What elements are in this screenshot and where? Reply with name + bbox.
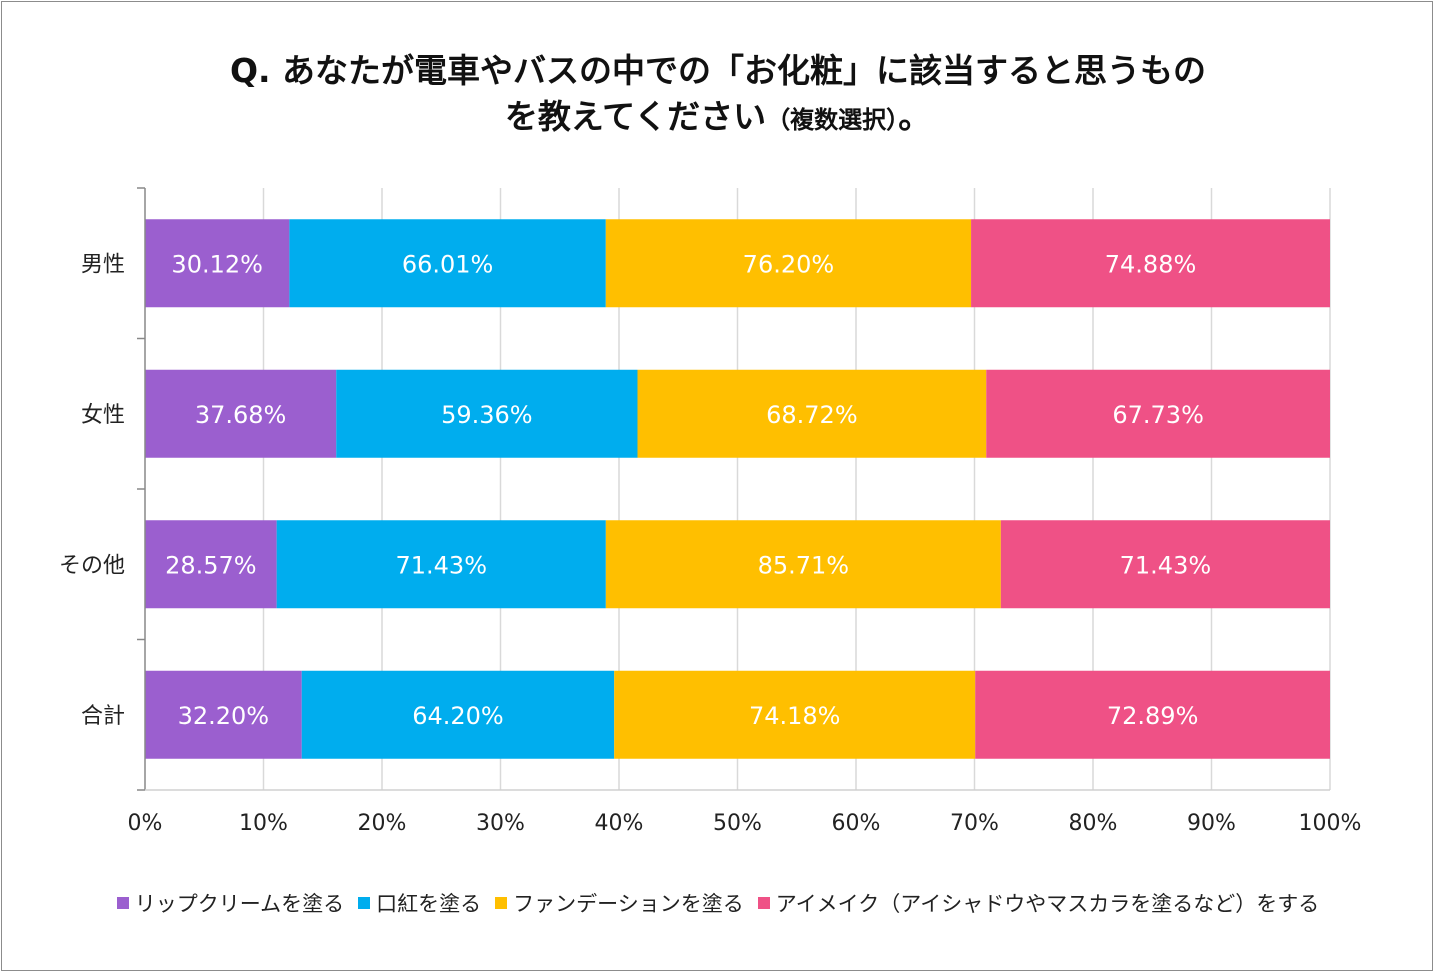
bar-segment bbox=[1000, 520, 1330, 609]
x-tick-label: 20% bbox=[358, 811, 407, 836]
legend-item: リップクリームを塗る bbox=[116, 888, 345, 918]
data-label: 64.20% bbox=[412, 702, 504, 730]
legend-item: 口紅を塗る bbox=[358, 888, 481, 918]
x-tick-label: 90% bbox=[1187, 811, 1236, 836]
data-label: 66.01% bbox=[402, 250, 494, 278]
legend-label: ファンデーションを塗る bbox=[513, 892, 744, 916]
bar-segment bbox=[145, 219, 290, 308]
data-label: 37.68% bbox=[195, 401, 287, 429]
legend-item: アイメイク（アイシャドウやマスカラを塗るなど）をする bbox=[757, 888, 1320, 918]
title-line-1: Q. あなたが電車やバスの中での「お化粧」に該当すると思うもの bbox=[229, 51, 1207, 90]
bar-segment bbox=[289, 219, 606, 308]
x-tick-label: 40% bbox=[595, 811, 644, 836]
data-label: 74.88% bbox=[1105, 250, 1197, 278]
title-line-2-note: （複数選択） bbox=[766, 106, 899, 134]
x-tick-label: 50% bbox=[713, 811, 762, 836]
x-tick-label: 80% bbox=[1069, 811, 1118, 836]
legend: リップクリームを塗る 口紅を塗る ファンデーションを塗る アイメイク（アイシャドウやマ… bbox=[0, 888, 1436, 918]
y-category-label: 合計 bbox=[81, 704, 125, 729]
data-label: 67.73% bbox=[1112, 401, 1204, 429]
bar-segment bbox=[276, 520, 606, 609]
x-tick-label: 70% bbox=[950, 811, 999, 836]
data-label: 76.20% bbox=[743, 250, 835, 278]
x-tick-label: 60% bbox=[832, 811, 881, 836]
data-labels: 30.12% 66.01% 76.20% 74.88% 37.68% 59.36% 68.7… bbox=[165, 250, 1211, 730]
y-category-label: その他 bbox=[59, 553, 125, 578]
data-label: 74.18% bbox=[749, 702, 841, 730]
title-line-2-end: 。 bbox=[898, 97, 932, 136]
legend-swatch bbox=[116, 897, 129, 909]
data-label: 71.43% bbox=[395, 551, 487, 579]
bar-segment bbox=[301, 670, 615, 759]
data-label: 59.36% bbox=[441, 401, 533, 429]
x-tick-label: 10% bbox=[239, 811, 288, 836]
bar-segments bbox=[145, 219, 1330, 759]
data-label: 30.12% bbox=[171, 250, 263, 278]
bar-segment bbox=[975, 670, 1330, 759]
bar-segment bbox=[971, 219, 1330, 308]
bar-segment bbox=[637, 369, 987, 458]
data-label: 85.71% bbox=[758, 551, 850, 579]
bar-segment bbox=[614, 670, 976, 759]
x-tick-label: 100% bbox=[1299, 811, 1362, 836]
title-line-2: を教えてください（複数選択）。 bbox=[0, 94, 1436, 143]
axes: 0% 10% 20% 30% 40% 50% 60% 70% 80% 90% 100% 男性女性その他… bbox=[59, 187, 1362, 836]
y-category-label: 男性 bbox=[81, 252, 125, 277]
legend-swatch bbox=[358, 897, 371, 909]
data-label: 71.43% bbox=[1120, 551, 1212, 579]
legend-swatch bbox=[757, 897, 770, 909]
bar-segment bbox=[336, 369, 638, 458]
chart-title: Q. あなたが電車やバスの中での「お化粧」に該当すると思うもの を教えてください… bbox=[0, 48, 1436, 143]
legend-swatch bbox=[495, 897, 508, 909]
bar-segment bbox=[605, 520, 1001, 609]
title-line-2-main: を教えてください bbox=[504, 97, 767, 136]
legend-label: 口紅を塗る bbox=[376, 892, 482, 916]
data-label: 32.20% bbox=[178, 702, 270, 730]
legend-item: ファンデーションを塗る bbox=[495, 888, 744, 918]
bar-segment bbox=[145, 369, 337, 458]
bar-segment bbox=[986, 369, 1330, 458]
data-label: 72.89% bbox=[1107, 702, 1199, 730]
x-tick-label: 30% bbox=[476, 811, 525, 836]
legend-label: アイメイク（アイシャドウやマスカラを塗るなど）をする bbox=[775, 892, 1320, 916]
data-label: 68.72% bbox=[766, 401, 858, 429]
bar-segment bbox=[145, 670, 302, 759]
x-tick-label: 0% bbox=[128, 811, 163, 836]
data-label: 28.57% bbox=[165, 551, 257, 579]
bar-segment bbox=[145, 520, 277, 609]
bar-segment bbox=[605, 219, 972, 308]
legend-label: リップクリームを塗る bbox=[134, 892, 345, 916]
y-category-label: 女性 bbox=[81, 403, 125, 428]
